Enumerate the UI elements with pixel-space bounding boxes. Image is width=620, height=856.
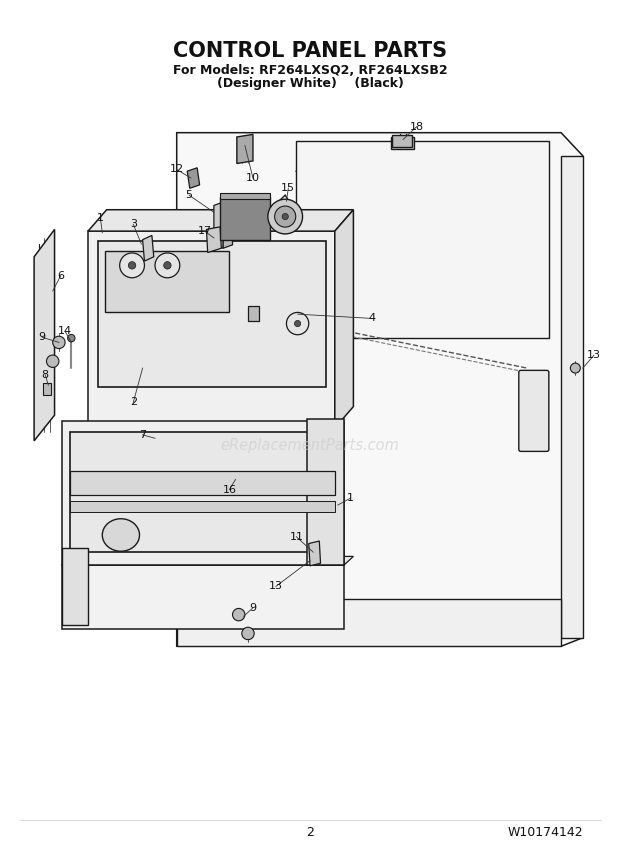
Text: 1: 1 xyxy=(347,493,354,503)
Text: 9: 9 xyxy=(249,603,257,613)
Circle shape xyxy=(155,253,180,277)
Circle shape xyxy=(120,253,144,277)
Text: W10174142: W10174142 xyxy=(507,825,583,839)
Circle shape xyxy=(232,609,245,621)
Polygon shape xyxy=(296,141,549,338)
Polygon shape xyxy=(220,193,270,199)
Text: 8: 8 xyxy=(42,370,49,380)
Polygon shape xyxy=(62,421,344,565)
Circle shape xyxy=(128,262,136,269)
Ellipse shape xyxy=(102,519,140,551)
Polygon shape xyxy=(62,565,344,629)
Text: 2: 2 xyxy=(130,397,137,407)
Text: CONTROL PANEL PARTS: CONTROL PANEL PARTS xyxy=(173,41,447,62)
Polygon shape xyxy=(143,235,154,261)
Polygon shape xyxy=(88,210,353,231)
Circle shape xyxy=(282,213,288,220)
Text: 4: 4 xyxy=(368,313,376,324)
Circle shape xyxy=(242,627,254,639)
Circle shape xyxy=(286,312,309,335)
Text: 6: 6 xyxy=(57,270,64,281)
Text: 18: 18 xyxy=(410,122,423,132)
Polygon shape xyxy=(88,231,335,428)
Polygon shape xyxy=(62,556,353,565)
Polygon shape xyxy=(220,197,270,240)
Text: 15: 15 xyxy=(281,183,295,193)
Polygon shape xyxy=(177,599,561,646)
Polygon shape xyxy=(307,419,344,565)
Circle shape xyxy=(268,199,303,234)
Polygon shape xyxy=(391,137,414,149)
Polygon shape xyxy=(105,251,229,312)
Polygon shape xyxy=(392,135,412,147)
Text: For Models: RF264LXSQ2, RF264LXSB2: For Models: RF264LXSQ2, RF264LXSB2 xyxy=(173,63,447,77)
Polygon shape xyxy=(214,202,223,248)
Text: eReplacementParts.com: eReplacementParts.com xyxy=(221,437,399,453)
Text: 2: 2 xyxy=(306,825,314,839)
Text: 10: 10 xyxy=(246,173,260,183)
Polygon shape xyxy=(177,133,583,646)
Polygon shape xyxy=(521,372,547,449)
Text: 5: 5 xyxy=(185,190,193,200)
Circle shape xyxy=(53,336,65,348)
Polygon shape xyxy=(187,168,200,188)
FancyBboxPatch shape xyxy=(519,371,549,451)
Polygon shape xyxy=(34,229,55,441)
Polygon shape xyxy=(309,541,321,566)
Text: 7: 7 xyxy=(139,430,146,440)
Polygon shape xyxy=(70,471,335,495)
Text: 16: 16 xyxy=(223,484,236,495)
Polygon shape xyxy=(70,432,335,552)
Circle shape xyxy=(68,335,75,342)
Polygon shape xyxy=(561,156,583,638)
Text: 9: 9 xyxy=(38,332,46,342)
Text: (Designer White)    (Black): (Designer White) (Black) xyxy=(216,77,404,91)
Text: 17: 17 xyxy=(198,226,211,236)
Text: 11: 11 xyxy=(290,532,303,542)
Polygon shape xyxy=(206,227,221,253)
Polygon shape xyxy=(248,306,259,321)
Polygon shape xyxy=(43,383,51,395)
Text: 12: 12 xyxy=(170,164,184,175)
Polygon shape xyxy=(70,501,335,512)
Text: 3: 3 xyxy=(130,219,137,229)
Polygon shape xyxy=(223,197,232,248)
Polygon shape xyxy=(335,210,353,428)
Circle shape xyxy=(164,262,171,269)
Polygon shape xyxy=(62,548,88,625)
Text: 1: 1 xyxy=(97,213,104,223)
Text: 14: 14 xyxy=(58,326,72,336)
Polygon shape xyxy=(237,134,253,163)
Circle shape xyxy=(570,363,580,373)
Circle shape xyxy=(275,206,296,227)
Circle shape xyxy=(46,355,59,367)
Text: 13: 13 xyxy=(587,350,601,360)
Circle shape xyxy=(294,320,301,327)
Text: 13: 13 xyxy=(269,581,283,591)
Polygon shape xyxy=(98,241,326,387)
